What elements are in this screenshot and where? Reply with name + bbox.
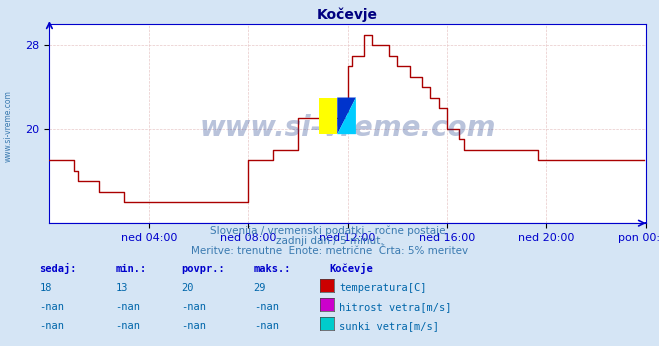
Text: -nan: -nan — [115, 321, 140, 331]
Text: -nan: -nan — [181, 321, 206, 331]
Text: Kočevje: Kočevje — [330, 263, 373, 274]
Text: sunki vetra[m/s]: sunki vetra[m/s] — [339, 321, 440, 331]
Text: maks.:: maks.: — [254, 264, 291, 274]
Text: zadnji dan / 5 minut.: zadnji dan / 5 minut. — [275, 236, 384, 246]
Text: www.si-vreme.com: www.si-vreme.com — [3, 90, 13, 162]
Title: Kočevje: Kočevje — [317, 7, 378, 22]
FancyBboxPatch shape — [319, 98, 337, 134]
Text: -nan: -nan — [40, 321, 65, 331]
Polygon shape — [337, 98, 356, 134]
Text: www.si-vreme.com: www.si-vreme.com — [200, 114, 496, 142]
Text: -nan: -nan — [115, 302, 140, 312]
Text: 29: 29 — [254, 283, 266, 293]
Text: Meritve: trenutne  Enote: metrične  Črta: 5% meritev: Meritve: trenutne Enote: metrične Črta: … — [191, 246, 468, 256]
Polygon shape — [337, 98, 356, 134]
Text: 13: 13 — [115, 283, 128, 293]
Text: sedaj:: sedaj: — [40, 263, 77, 274]
Text: povpr.:: povpr.: — [181, 264, 225, 274]
Text: 20: 20 — [181, 283, 194, 293]
Text: -nan: -nan — [254, 321, 279, 331]
Text: -nan: -nan — [181, 302, 206, 312]
Text: hitrost vetra[m/s]: hitrost vetra[m/s] — [339, 302, 452, 312]
Text: 18: 18 — [40, 283, 52, 293]
Text: -nan: -nan — [254, 302, 279, 312]
Text: -nan: -nan — [40, 302, 65, 312]
Text: min.:: min.: — [115, 264, 146, 274]
Text: temperatura[C]: temperatura[C] — [339, 283, 427, 293]
Text: Slovenija / vremenski podatki - ročne postaje.: Slovenija / vremenski podatki - ročne po… — [210, 225, 449, 236]
